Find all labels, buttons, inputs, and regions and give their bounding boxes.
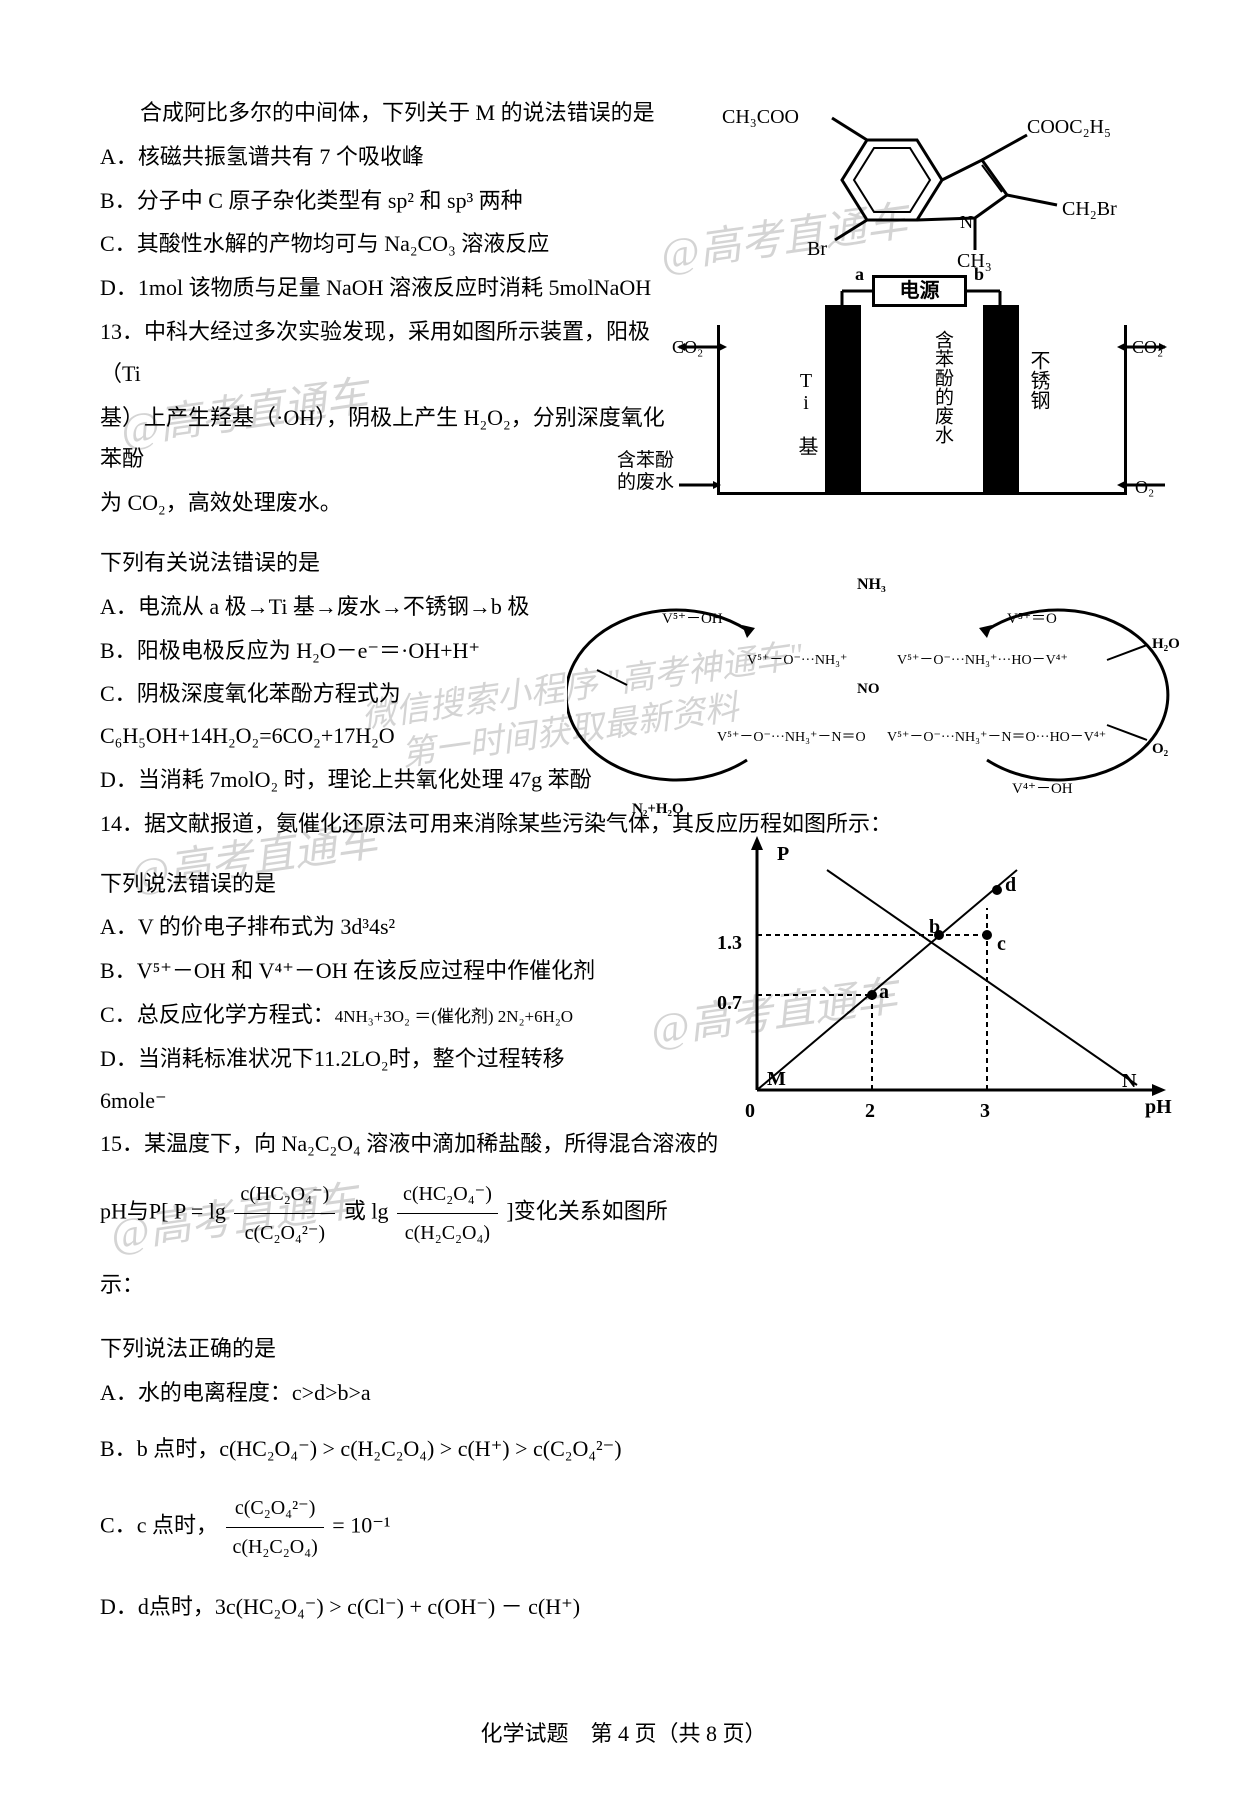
q14-opt-c-prefix: 总反应化学方程式： <box>137 1002 335 1027</box>
q13-opt-d-text: 当消耗 7molO₂ 时，理论上共氧化处理 47g 苯酚 <box>138 767 592 792</box>
q12-opt-a-text: 核磁共振氢谱共有 7 个吸收峰 <box>138 144 424 169</box>
q15-lead: 下列说法正确的是 <box>100 1328 1157 1370</box>
q13-lead: 下列有关说法错误的是 <box>100 542 660 584</box>
q15-opt-c-eq: = 10⁻¹ <box>332 1513 390 1538</box>
page-footer: 化学试题 第 4 页（共 8 页） <box>0 1713 1247 1755</box>
q15-or: 或 lg <box>344 1199 389 1224</box>
q15-show: 示： <box>100 1264 680 1306</box>
q15-frac1-den: c(C₂O₄²⁻) <box>234 1214 335 1252</box>
q15-opt-d-body: 3c(HC₂O₄⁻) > c(Cl⁻) + c(OH⁻) － c(H⁺) <box>215 1594 580 1619</box>
q15-opt-a: A．水的电离程度：c>d>b>a <box>100 1372 1157 1414</box>
q12-opt-b-text: 分子中 C 原子杂化类型有 sp² 和 sp³ 两种 <box>137 188 523 213</box>
q13-opt-c-text: 阴极深度氧化苯酚方程式为 C₆H₅OH+14H₂O₂=6CO₂+17H₂O <box>100 681 401 748</box>
q13-opt-b: B．阳极电极反应为 H₂O－e⁻＝·OH+H⁺ <box>100 630 660 672</box>
q12-opt-a: A．核磁共振氢谱共有 7 个吸收峰 <box>100 136 680 178</box>
q12-opt-b: B．分子中 C 原子杂化类型有 sp² 和 sp³ 两种 <box>100 180 680 222</box>
q14-opt-b-text: V⁵⁺－OH 和 V⁴⁺－OH 在该反应过程中作催化剂 <box>137 958 595 983</box>
q12-opt-d-text: 1mol 该物质与足量 NaOH 溶液反应时消耗 5molNaOH <box>138 275 651 300</box>
q15-frac2-den: c(H₂C₂O₄) <box>397 1214 498 1252</box>
q15-eq-prefix: pH与P[ P = lg <box>100 1199 226 1224</box>
q14-opt-a-text: V 的价电子排布式为 3d³4s² <box>138 914 395 939</box>
q12-opt-d: D．1mol 该物质与足量 NaOH 溶液反应时消耗 5molNaOH <box>100 267 680 309</box>
q12-opt-c: C．其酸性水解的产物均可与 Na₂CO₃ 溶液反应 <box>100 223 680 265</box>
q14-opt-c: C．总反应化学方程式：4NH₃+3O₂ ＝(催化剂) 2N₂+6H₂O <box>100 994 630 1036</box>
q14-opt-b: B．V⁵⁺－OH 和 V⁴⁺－OH 在该反应过程中作催化剂 <box>100 950 630 992</box>
q15-opt-a-text: 水的电离程度：c>d>b>a <box>138 1380 371 1405</box>
q15-frac2-num: c(HC₂O₄⁻) <box>397 1175 498 1214</box>
q15-opt-c: C．c 点时， c(C₂O₄²⁻)c(H₂C₂O₄) = 10⁻¹ <box>100 1489 1157 1566</box>
q15-eq: pH与P[ P = lg c(HC₂O₄⁻)c(C₂O₄²⁻) 或 lg c(H… <box>100 1175 680 1252</box>
q15-opt-b-body: c(HC₂O₄⁻) > c(H₂C₂O₄) > c(H⁺) > c(C₂O₄²⁻… <box>219 1436 621 1461</box>
q13-stem-1: 13．中科大经过多次实验发现，采用如图所示装置，阳极（Ti <box>100 311 680 395</box>
q13-opt-a: A．电流从 a 极→Ti 基→废水→不锈钢→b 极 <box>100 586 660 628</box>
q13-stem-3: 为 CO₂，高效处理废水。 <box>100 482 680 524</box>
q15-stem: 15．某温度下，向 Na₂C₂O₄ 溶液中滴加稀盐酸，所得混合溶液的 <box>100 1123 1157 1165</box>
q13-opt-a-text: 电流从 a 极→Ti 基→废水→不锈钢→b 极 <box>138 594 530 619</box>
q12-stem: 合成阿比多尔的中间体，下列关于 M 的说法错误的是 <box>100 92 1157 134</box>
q15-eq-suffix: ]变化关系如图所 <box>506 1199 667 1224</box>
q15-opt-b: B．b 点时，c(HC₂O₄⁻) > c(H₂C₂O₄) > c(H⁺) > c… <box>100 1428 1157 1470</box>
q14-opt-d-text: 当消耗标准状况下11.2LO₂时，整个过程转移6mole⁻ <box>100 1046 565 1113</box>
q15-opt-d: D．d点时，3c(HC₂O₄⁻) > c(Cl⁻) + c(OH⁻) － c(H… <box>100 1586 1157 1628</box>
q14-stem: 14．据文献报道，氨催化还原法可用来消除某些污染气体，其反应历程如图所示： <box>100 803 1157 845</box>
q14-opt-a: A．V 的价电子排布式为 3d³4s² <box>100 906 630 948</box>
q13-opt-c: C．阴极深度氧化苯酚方程式为 C₆H₅OH+14H₂O₂=6CO₂+17H₂O <box>100 673 660 757</box>
q15-c-num: c(C₂O₄²⁻) <box>226 1489 323 1528</box>
q15-opt-d-prefix: d点时， <box>138 1594 215 1619</box>
q13-opt-b-text: 阳极电极反应为 H₂O－e⁻＝·OH+H⁺ <box>137 638 480 663</box>
q13-opt-d: D．当消耗 7molO₂ 时，理论上共氧化处理 47g 苯酚 <box>100 759 660 801</box>
q14-lead: 下列说法错误的是 <box>100 863 630 905</box>
q15-opt-c-prefix: c 点时， <box>137 1513 218 1538</box>
q15-c-den: c(H₂C₂O₄) <box>226 1528 323 1566</box>
q14-opt-c-eq: 4NH₃+3O₂ ＝(催化剂) 2N₂+6H₂O <box>335 1007 573 1026</box>
q15-opt-b-prefix: b 点时， <box>137 1436 220 1461</box>
q15-frac1-num: c(HC₂O₄⁻) <box>234 1175 335 1214</box>
q12-opt-c-text: 其酸性水解的产物均可与 Na₂CO₃ 溶液反应 <box>137 231 550 256</box>
q13-stem-2: 基）上产生羟基（·OH），阴极上产生 H₂O₂，分别深度氧化苯酚 <box>100 397 680 481</box>
q14-opt-d: D．当消耗标准状况下11.2LO₂时，整个过程转移6mole⁻ <box>100 1038 630 1122</box>
